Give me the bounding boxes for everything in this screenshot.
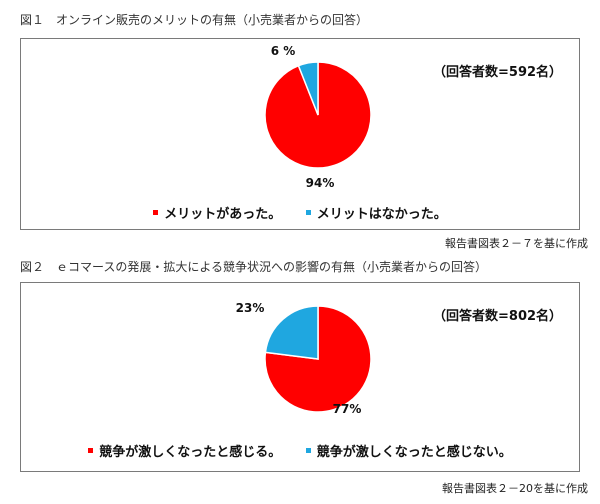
chart-1-slices — [264, 61, 372, 169]
chart-1-legend-item-0: メリットがあった。 — [153, 203, 281, 222]
chart-1-source: 報告書図表２－７を基に作成 — [445, 237, 588, 250]
chart-2-slice-label-1: 23% — [236, 301, 265, 315]
chart-2-title: 図２ ｅコマースの発展・拡大による競争状況への影響の有無（小売業者からの回答） — [20, 260, 488, 274]
chart-1-title: 図１ オンライン販売のメリットの有無（小売業者からの回答） — [20, 13, 369, 27]
chart-1-legend-label-1: メリットはなかった。 — [316, 207, 447, 222]
chart-1-panel: 6 % 94% （回答者数=592名） メリットがあった。 メリットはなかった。 — [20, 38, 580, 230]
chart-2-slices — [264, 305, 372, 413]
chart-1-legend-swatch-1 — [305, 210, 311, 215]
chart-2-legend-label-0: 競争が激しくなったと感じる。 — [99, 445, 282, 460]
chart-1-legend-item-1: メリットはなかった。 — [305, 203, 447, 222]
chart-2-legend: 競争が激しくなったと感じる。 競争が激しくなったと感じない。 — [21, 441, 579, 460]
chart-2-legend-label-1: 競争が激しくなったと感じない。 — [316, 445, 512, 460]
chart-1-respondents: （回答者数=592名） — [433, 65, 563, 80]
chart-1-legend: メリットがあった。 メリットはなかった。 — [21, 203, 579, 222]
chart-2-legend-swatch-1 — [305, 448, 311, 453]
chart-2-source: 報告書図表２－20を基に作成 — [442, 482, 588, 495]
chart-1-legend-label-0: メリットがあった。 — [164, 207, 282, 222]
chart-2-legend-item-1: 競争が激しくなったと感じない。 — [305, 441, 512, 460]
chart-1-slice-label-1: 6 % — [271, 44, 296, 58]
chart-1-legend-swatch-0 — [153, 210, 159, 215]
chart-2-panel: 23% 77% （回答者数=802名） 競争が激しくなったと感じる。 競争が激し… — [20, 282, 580, 472]
chart-2-respondents: （回答者数=802名） — [433, 309, 563, 324]
chart-1-slice-1 — [297, 61, 319, 116]
chart-2-pie: 23% 77% — [236, 301, 372, 416]
chart-2-slice-label-0: 77% — [333, 402, 362, 416]
chart-2-slice-1 — [264, 305, 319, 360]
chart-1-slice-label-0: 94% — [306, 176, 335, 190]
chart-2-legend-item-0: 競争が激しくなったと感じる。 — [88, 441, 281, 460]
chart-1-pie: 6 % 94% — [264, 44, 372, 190]
chart-2-legend-swatch-0 — [88, 448, 94, 453]
